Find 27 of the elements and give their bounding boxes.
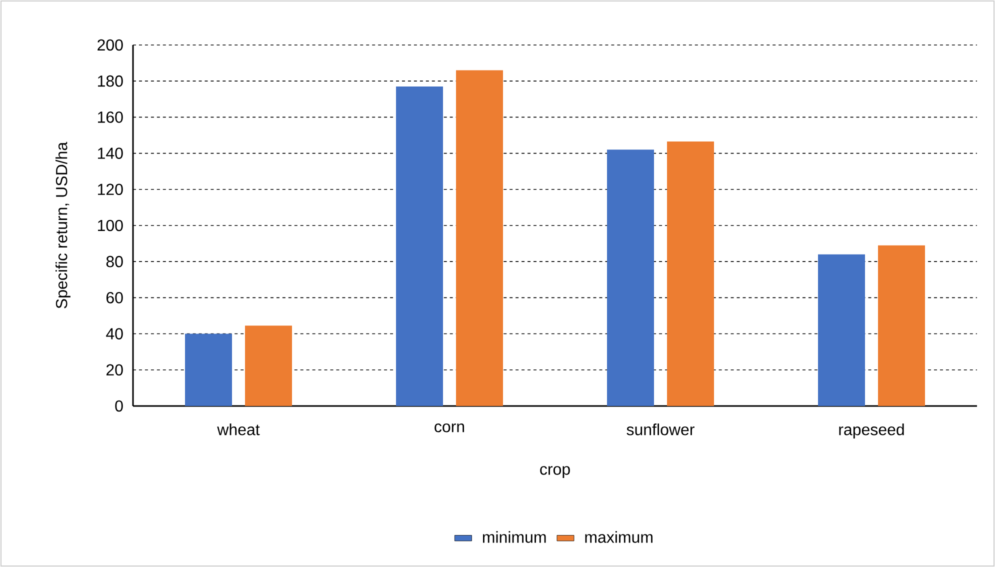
y-tick-label: 60 (106, 292, 123, 304)
bar (245, 326, 292, 406)
x-tick-label: corn (434, 424, 464, 432)
bar (185, 334, 232, 406)
y-tick-label: 80 (106, 256, 123, 268)
bar (818, 254, 866, 406)
legend-label: minimum (482, 531, 546, 543)
y-tick-label: 100 (98, 220, 123, 232)
bar (878, 245, 926, 406)
bar (456, 70, 504, 406)
legend-label: maximum (585, 531, 652, 543)
x-axis-title: crop (540, 466, 570, 478)
y-tick-label: 20 (106, 364, 123, 376)
y-tick-label: 0 (115, 400, 123, 412)
x-tick-label: wheat (217, 424, 260, 436)
y-tick-label: 180 (98, 75, 123, 87)
x-tick-label: sunflower (626, 424, 694, 436)
x-tick-label: rapeseed (839, 424, 904, 438)
bar (667, 142, 714, 406)
bar (396, 86, 444, 406)
y-tick-label: 40 (106, 328, 123, 340)
y-tick-label: 140 (98, 148, 123, 159)
y-axis-title: Specific return, USD/ha (56, 142, 70, 308)
y-tick-label: 200 (98, 39, 123, 51)
y-tick-label: 160 (98, 112, 123, 123)
y-tick-label: 120 (98, 184, 123, 196)
bar (607, 150, 654, 406)
